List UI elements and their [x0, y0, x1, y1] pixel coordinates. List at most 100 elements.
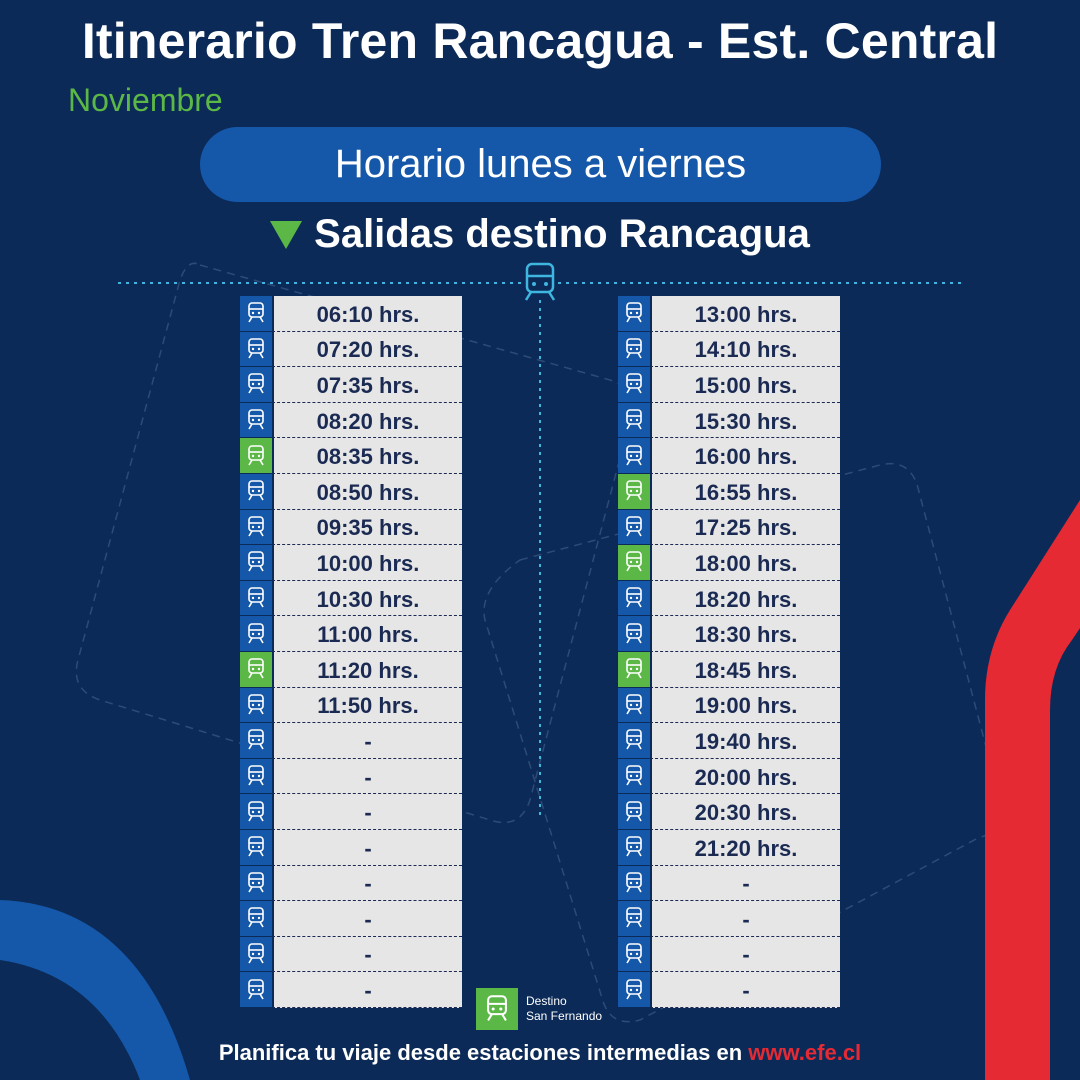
departure-time: 18:00 hrs. — [650, 545, 840, 581]
departure-time: - — [272, 865, 462, 902]
month-label: Noviembre — [68, 82, 223, 118]
departure-row: 10:00 hrs. — [240, 545, 462, 581]
train-icon — [240, 331, 272, 368]
train-icon — [240, 367, 272, 403]
train-icon — [240, 687, 272, 724]
train-icon — [618, 331, 650, 368]
departure-row: - — [240, 901, 462, 937]
departure-time: 11:20 hrs. — [272, 651, 462, 688]
departure-time: - — [272, 829, 462, 866]
departure-row: 18:00 hrs. — [618, 545, 840, 581]
footer-link[interactable]: www.efe.cl — [748, 1040, 862, 1065]
train-icon — [240, 438, 272, 474]
departure-time: - — [650, 901, 840, 937]
departure-time: 18:30 hrs. — [650, 616, 840, 652]
departure-row: 21:20 hrs. — [618, 829, 840, 866]
departure-row: - — [240, 972, 462, 1008]
train-icon — [240, 794, 272, 830]
departure-row: 06:10 hrs. — [240, 296, 462, 332]
departure-row: 11:50 hrs. — [240, 687, 462, 724]
departure-row: - — [240, 936, 462, 973]
train-icon — [618, 651, 650, 688]
departure-time: - — [650, 865, 840, 902]
departure-time: - — [272, 936, 462, 973]
train-icon — [618, 296, 650, 332]
train-icon — [618, 901, 650, 937]
departure-row: - — [240, 758, 462, 795]
footer-text: Planifica tu viaje desde estaciones inte… — [218, 1040, 749, 1065]
departure-row: 16:00 hrs. — [618, 438, 840, 474]
departure-time: 09:35 hrs. — [272, 509, 462, 546]
departures-right-column: 13:00 hrs. 14:10 hrs. 15:00 hrs. 15:30 hrs.… — [618, 296, 840, 1008]
schedule-day-banner: Horario lunes a viernes — [200, 127, 881, 202]
departure-row: 08:20 hrs. — [240, 402, 462, 439]
train-icon — [240, 545, 272, 581]
train-icon — [618, 473, 650, 510]
legend: Destino San Fernando — [476, 988, 602, 1030]
page-title: Itinerario Tren Rancagua - Est. Central — [81, 13, 999, 69]
departure-row: 15:30 hrs. — [618, 402, 840, 439]
departure-time: 18:20 hrs. — [650, 580, 840, 617]
train-icon — [618, 936, 650, 973]
train-icon — [240, 473, 272, 510]
departure-time: 10:30 hrs. — [272, 580, 462, 617]
departure-time: 21:20 hrs. — [650, 829, 840, 866]
train-icon — [618, 402, 650, 439]
train-icon — [240, 402, 272, 439]
train-icon — [618, 367, 650, 403]
departure-row: 11:00 hrs. — [240, 616, 462, 652]
departure-row: 18:30 hrs. — [618, 616, 840, 652]
train-icon — [240, 723, 272, 759]
train-icon — [240, 616, 272, 652]
train-icon — [618, 545, 650, 581]
train-icon — [618, 972, 650, 1008]
departure-time: 19:40 hrs. — [650, 723, 840, 759]
train-icon — [240, 936, 272, 973]
departure-row: 20:00 hrs. — [618, 758, 840, 795]
header-train-icon — [524, 262, 556, 301]
departure-row: 10:30 hrs. — [240, 580, 462, 617]
legend-line1: Destino — [526, 994, 567, 1008]
departure-row: 08:35 hrs. — [240, 438, 462, 474]
down-triangle-icon — [270, 220, 303, 249]
train-icon — [240, 509, 272, 546]
departure-time: - — [650, 972, 840, 1008]
departure-time: 20:00 hrs. — [650, 758, 840, 795]
schedule-day-label: Horario lunes a viernes — [334, 142, 747, 186]
departure-time: 10:00 hrs. — [272, 545, 462, 581]
departure-time: - — [272, 758, 462, 795]
departure-row: 18:45 hrs. — [618, 651, 840, 688]
departure-row: 17:25 hrs. — [618, 509, 840, 546]
departure-time: 14:10 hrs. — [650, 331, 840, 368]
departure-time: 11:00 hrs. — [272, 616, 462, 652]
train-icon — [240, 829, 272, 866]
departure-time: 13:00 hrs. — [650, 296, 840, 332]
departure-row: 07:35 hrs. — [240, 367, 462, 403]
train-icon — [618, 865, 650, 902]
train-icon — [240, 651, 272, 688]
train-icon — [618, 758, 650, 795]
footer: Planifica tu viaje desde estaciones inte… — [0, 1040, 1080, 1066]
departure-row: - — [618, 901, 840, 937]
departure-time: 08:50 hrs. — [272, 473, 462, 510]
departure-row: - — [240, 865, 462, 902]
train-icon — [618, 723, 650, 759]
legend-line2: San Fernando — [526, 1009, 603, 1023]
train-icon — [240, 901, 272, 937]
departure-time: 16:55 hrs. — [650, 473, 840, 510]
departure-time: - — [272, 794, 462, 830]
departure-time: 18:45 hrs. — [650, 651, 840, 688]
departure-row: 19:40 hrs. — [618, 723, 840, 759]
departure-time: 07:20 hrs. — [272, 331, 462, 368]
departure-time: 06:10 hrs. — [272, 296, 462, 332]
departure-time: 15:30 hrs. — [650, 402, 840, 439]
train-icon — [618, 794, 650, 830]
departure-row: - — [240, 794, 462, 830]
departure-time: 19:00 hrs. — [650, 687, 840, 724]
departure-time: 08:20 hrs. — [272, 402, 462, 439]
train-icon — [240, 758, 272, 795]
departure-time: 20:30 hrs. — [650, 794, 840, 830]
train-icon — [618, 616, 650, 652]
departure-time: 08:35 hrs. — [272, 438, 462, 474]
direction-heading: Salidas destino Rancagua — [0, 212, 1080, 257]
